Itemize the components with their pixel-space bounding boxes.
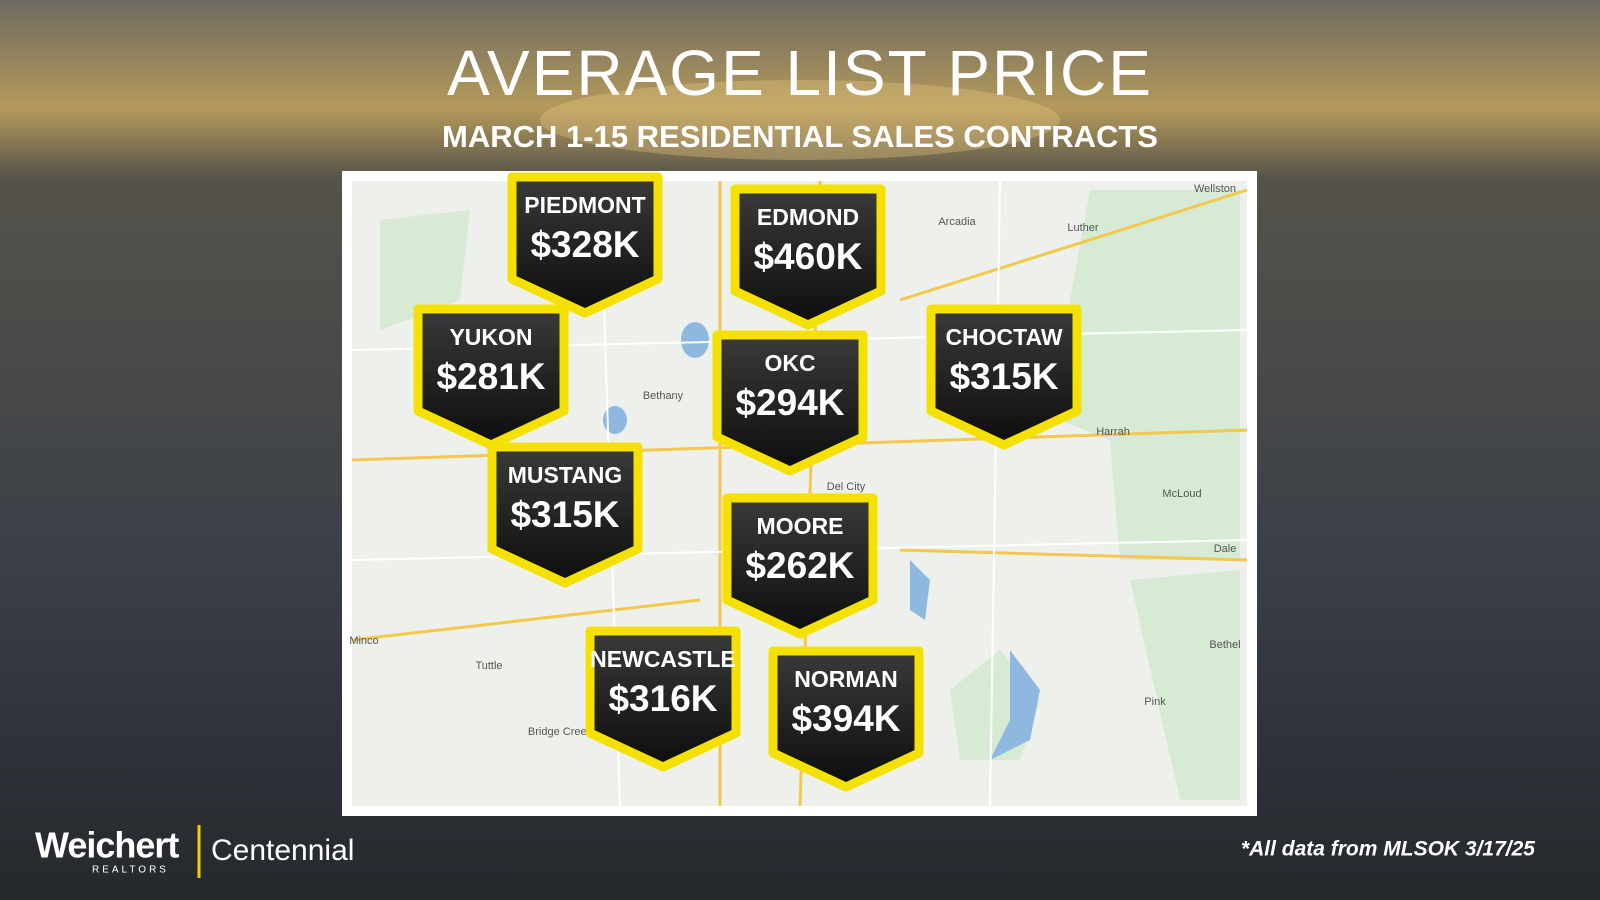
marker-shield bbox=[712, 330, 868, 476]
map-label: McLoud bbox=[1162, 488, 1201, 500]
map-label: Wellston bbox=[1194, 183, 1236, 195]
map-label: Luther bbox=[1067, 222, 1099, 234]
marker-name: NEWCASTLE bbox=[590, 646, 736, 672]
marker-price: $281K bbox=[436, 356, 545, 397]
marker-name: PIEDMONT bbox=[524, 192, 645, 218]
map-label: Arcadia bbox=[938, 216, 976, 228]
map-label: Tuttle bbox=[475, 660, 502, 672]
marker-name: NORMAN bbox=[794, 666, 898, 692]
price-marker: MUSTANG $315K bbox=[487, 442, 643, 588]
marker-price: $315K bbox=[949, 356, 1058, 397]
map-label: Bridge Creek bbox=[528, 726, 593, 738]
map-label: Pink bbox=[1144, 696, 1166, 708]
price-marker: MOORE $262K bbox=[722, 493, 878, 639]
marker-price: $315K bbox=[510, 494, 619, 535]
sun-glow bbox=[540, 80, 1060, 160]
subtitle: MARCH 1-15 RESIDENTIAL SALES CONTRACTS bbox=[442, 119, 1158, 154]
marker-price: $328K bbox=[530, 224, 639, 265]
marker-shield bbox=[413, 304, 569, 450]
brand-sub: REALTORS bbox=[92, 865, 169, 876]
marker-shield bbox=[585, 626, 741, 772]
title: AVERAGE LIST PRICE bbox=[447, 37, 1153, 109]
marker-shield bbox=[768, 646, 924, 792]
marker-name: CHOCTAW bbox=[945, 324, 1062, 350]
marker-price: $294K bbox=[735, 382, 844, 423]
price-marker: NEWCASTLE $316K bbox=[585, 626, 741, 772]
marker-shield bbox=[730, 184, 886, 330]
brand: Weichert bbox=[35, 825, 179, 866]
price-marker: YUKON $281K bbox=[413, 304, 569, 450]
marker-name: OKC bbox=[764, 350, 815, 376]
marker-price: $262K bbox=[745, 545, 854, 586]
price-marker: EDMOND $460K bbox=[730, 184, 886, 330]
office: Centennial bbox=[211, 834, 354, 867]
marker-price: $316K bbox=[608, 678, 717, 719]
marker-name: EDMOND bbox=[757, 204, 859, 230]
marker-price: $460K bbox=[753, 236, 862, 277]
price-marker: NORMAN $394K bbox=[768, 646, 924, 792]
marker-price: $394K bbox=[791, 698, 900, 739]
marker-shield bbox=[926, 304, 1082, 450]
price-marker: OKC $294K bbox=[712, 330, 868, 476]
marker-shield bbox=[507, 172, 663, 318]
marker-name: YUKON bbox=[449, 324, 532, 350]
map-label: Bethany bbox=[643, 390, 684, 402]
marker-shield bbox=[722, 493, 878, 639]
map-label: Bethel bbox=[1209, 639, 1240, 651]
markers: PIEDMONT $328K EDMOND $460K YUKON $281K OKC $29… bbox=[413, 172, 1082, 792]
marker-name: MOORE bbox=[757, 513, 844, 539]
marker-shield bbox=[487, 442, 643, 588]
marker-name: MUSTANG bbox=[508, 462, 623, 488]
price-marker: CHOCTAW $315K bbox=[926, 304, 1082, 450]
source-note: *All data from MLSOK 3/17/25 bbox=[1241, 838, 1535, 861]
map-labels: Wellston Arcadia Luther Bethany Harrah Del Ci… bbox=[349, 183, 1240, 738]
map-label: Harrah bbox=[1096, 426, 1130, 438]
map-label: Minco bbox=[349, 635, 378, 647]
map-label: Del City bbox=[827, 481, 866, 493]
map-label: Dale bbox=[1214, 543, 1237, 555]
price-marker: PIEDMONT $328K bbox=[507, 172, 663, 318]
